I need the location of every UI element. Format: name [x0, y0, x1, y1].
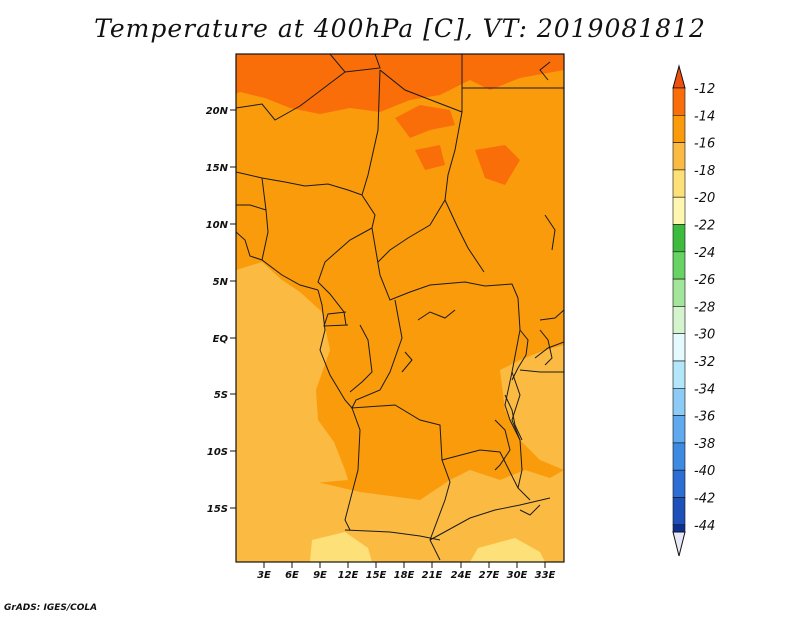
- colorbar-swatch: [672, 442, 686, 471]
- lon-tick-label: 30E: [507, 570, 528, 581]
- colorbar-label: -36: [694, 410, 715, 425]
- lat-tick-label: 15N: [206, 163, 229, 174]
- colorbar-swatch: [672, 387, 686, 416]
- lat-tick-label: 10N: [206, 220, 229, 231]
- lat-tick-label: 15S: [207, 504, 228, 515]
- field-warm-patch-3: [415, 145, 445, 170]
- colorbar-swatch: [672, 87, 686, 116]
- lon-tick-label: 33E: [535, 570, 556, 581]
- lat-tick-label: EQ: [213, 334, 229, 345]
- colorbar-swatch: [672, 169, 686, 198]
- colorbar-swatch: [672, 224, 686, 253]
- colorbar-label: -40: [694, 464, 715, 479]
- colorbar-label: -38: [694, 437, 715, 452]
- colorbar: -12 -14 -16 -18 -20 -22 -24 -26 -28 -30 …: [672, 64, 715, 557]
- colorbar-arrow-bottom: [672, 531, 686, 557]
- colorbar-label: -14: [694, 109, 715, 124]
- map-frame: [235, 53, 565, 563]
- lon-axis: 3E 6E 9E 12E 15E 18E 21E 24E 27E 30E 33E: [257, 562, 556, 581]
- colorbar-swatch: [672, 251, 686, 280]
- lon-tick-label: 9E: [313, 570, 327, 581]
- colorbar-swatch: [672, 196, 686, 225]
- colorbar-arrow-top: [672, 64, 686, 89]
- lat-tick-label: 10S: [207, 447, 228, 458]
- colorbar-label: -16: [694, 137, 715, 152]
- map-title: Temperature at 400hPa [C], VT: 201908181…: [94, 14, 706, 43]
- colorbar-swatch: [672, 142, 686, 171]
- colorbar-label: -34: [694, 382, 715, 397]
- map-panel: [236, 54, 564, 562]
- colorbar-swatch: [672, 306, 686, 334]
- colorbar-label: -20: [694, 191, 715, 206]
- lon-tick-label: 24E: [451, 570, 472, 581]
- lat-tick-label: 20N: [206, 106, 229, 117]
- lon-tick-label: 18E: [394, 570, 415, 581]
- lat-axis: 20N 15N 10N 5N EQ 5S 10S 15S: [206, 106, 236, 515]
- lon-tick-label: 27E: [479, 570, 500, 581]
- lon-tick-label: 21E: [422, 570, 443, 581]
- field-light-east: [500, 345, 564, 470]
- colorbar-swatch: [672, 497, 686, 526]
- colorbar-label: -18: [694, 164, 715, 179]
- field-light-patch: [236, 338, 275, 382]
- colorbar-swatch: [672, 360, 686, 389]
- field-pale-south-2: [470, 538, 545, 562]
- colorbar-swatch: [672, 278, 686, 307]
- lon-tick-label: 15E: [366, 570, 387, 581]
- colorbar-swatch: [672, 469, 686, 498]
- coastlines: [236, 231, 553, 516]
- field-light-west: [236, 262, 348, 490]
- colorbar-label: -42: [694, 492, 715, 507]
- colorbar-swatch: [672, 415, 686, 444]
- field-warm-patch-2: [475, 145, 520, 185]
- colorbar-label: -24: [694, 246, 715, 261]
- colorbar-swatch: [672, 333, 686, 362]
- colorbar-label: -12: [694, 82, 715, 97]
- lat-tick-label: 5S: [214, 390, 228, 401]
- lat-tick-label: 5N: [213, 277, 229, 288]
- colorbar-label: -44: [694, 519, 715, 534]
- colorbar-label: -32: [694, 355, 715, 370]
- colorbar-label: -26: [694, 273, 715, 288]
- colorbar-label: -28: [694, 300, 715, 315]
- country-boundaries: [236, 54, 564, 561]
- field-warm-north: [236, 54, 564, 114]
- field-pale-south-1: [310, 532, 372, 562]
- lon-tick-label: 3E: [257, 570, 271, 581]
- colorbar-label: -22: [694, 219, 715, 234]
- footer-credit: GrADS: IGES/COLA: [4, 603, 98, 613]
- colorbar-label: -30: [694, 328, 715, 343]
- lon-tick-label: 12E: [338, 570, 359, 581]
- colorbar-swatch: [672, 524, 686, 533]
- field-warm-patch-1: [395, 105, 455, 138]
- lon-tick-label: 6E: [285, 570, 299, 581]
- colorbar-swatch: [672, 115, 686, 143]
